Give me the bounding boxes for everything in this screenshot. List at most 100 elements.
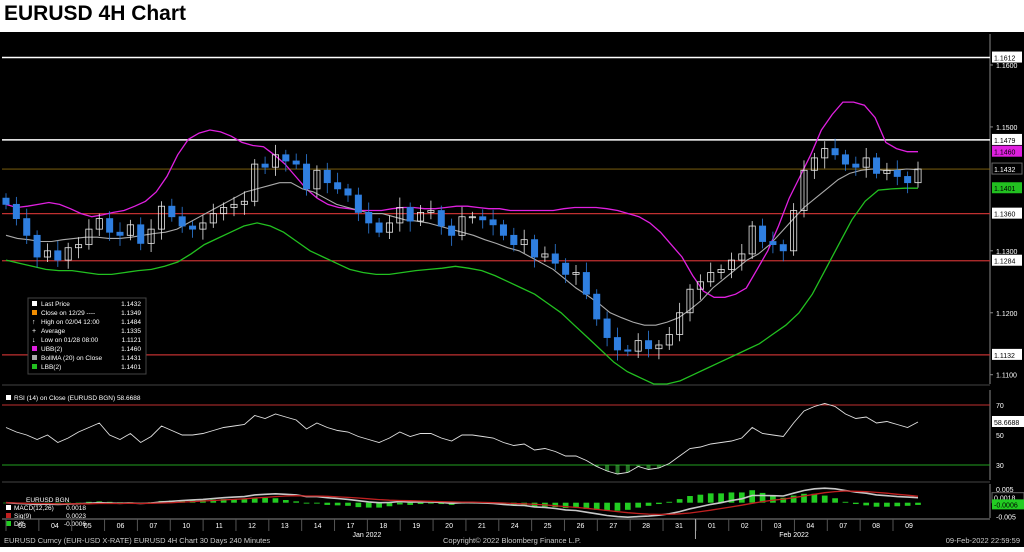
legend-marker: ↑ [32,319,36,326]
diff-bar [231,499,237,503]
macd-legend-label: Diff [14,521,24,528]
candle-body [230,203,238,208]
diff-bar [428,502,434,504]
legend-value: 1.1335 [121,328,141,335]
candle-body [126,224,134,236]
diff-bar [821,495,828,503]
diff-bar [75,502,82,504]
x-tick-label: 06 [117,523,125,530]
diff-bar [718,493,724,503]
legend-value: 1.1349 [121,310,141,317]
x-tick-label: 18 [379,523,387,530]
x-tick-label: 25 [544,523,552,530]
rsi-value-label: 58.6688 [994,420,1019,427]
candle-body [810,157,818,171]
month-label: Feb 2022 [779,532,809,539]
value-badge-label: 1.1460 [994,150,1016,157]
diff-bar [656,502,662,505]
candle-body [665,334,673,346]
x-tick-label: 27 [609,523,617,530]
x-tick-label: 31 [675,523,683,530]
candle-body [303,163,311,190]
diff-bar [811,493,818,503]
candle-body [551,253,559,264]
diff-bar [251,497,258,503]
legend-swatch [32,310,37,315]
macd-value-label: 0.0018 [994,496,1016,503]
diff-bar [573,502,579,508]
candle-body [582,272,590,295]
candle-body [2,197,10,205]
diff-bar [863,502,870,506]
rsi-oversold-fill [594,465,661,474]
candle-body [344,188,352,196]
diff-bar [303,502,310,504]
candle-body [790,210,798,252]
candle-body [893,169,901,177]
candle-body [406,207,414,222]
diff-bar [324,502,331,505]
diff-bar [904,502,911,506]
x-tick-label: 24 [511,523,519,530]
y-tick-label: 1.1500 [996,125,1018,132]
level-badge-label: 1.1612 [994,56,1016,63]
diff-bar [417,502,424,505]
candle-body [323,169,331,184]
candle-body [147,228,155,244]
candle-body [862,157,870,168]
rsi-tick-label: 50 [996,433,1004,440]
level-badge-label: 1.1479 [994,138,1016,145]
legend-label: High on 02/04 12:00 [41,319,100,326]
x-tick-label: 03 [774,523,782,530]
legend-swatch [32,364,37,369]
candle-body [137,224,145,244]
price-legend-box [27,297,147,375]
diff-bar [707,493,714,503]
month-label: Jan 2022 [353,532,382,539]
candle-body [189,225,197,230]
legend-swatch [32,346,37,351]
legend-label: LBB(2) [41,364,61,371]
diff-bar [562,502,569,509]
diff-bar [272,498,279,503]
candle-body [531,239,539,258]
candle-body [800,169,808,211]
candle-body [12,203,20,220]
candle-body [220,207,228,215]
candle-body [23,218,31,236]
legend-value: 1.1401 [121,364,141,371]
level-badge-label: 1.1360 [994,212,1016,219]
diff-bar [780,497,787,503]
diff-bar [593,502,600,510]
diff-bar [697,494,704,503]
candle-body [852,163,860,168]
candle-body [686,288,694,314]
diff-bar [355,502,362,508]
y-tick-label: 1.1600 [996,63,1018,70]
legend-label: Low on 01/28 08:00 [41,337,98,344]
x-tick-label: 12 [248,523,256,530]
legend-label: Last Price [41,301,70,308]
x-tick-label: 05 [84,523,92,530]
legend-label: Average [41,328,65,335]
legend-swatch [32,301,37,306]
candle-body [75,244,83,249]
diff-bar [801,493,807,503]
candle-body [157,205,165,230]
diff-bar [666,501,673,503]
diff-bar [396,502,403,505]
candle-body [645,340,653,350]
candle-body [562,262,570,275]
rsi-line [5,403,919,475]
price-legend: Last Price 1.1432 Close on 12/29 ---- 1.134… [27,297,147,375]
diff-bar [624,502,631,510]
candle-body [375,222,383,233]
y-tick-label: 1.1300 [996,249,1018,256]
candle-body [334,182,342,190]
level-badge [992,207,1022,219]
diff-bar [738,492,745,503]
x-tick-label: 26 [577,523,585,530]
candle-body [292,160,300,165]
rsi-value-badge [992,415,1024,427]
